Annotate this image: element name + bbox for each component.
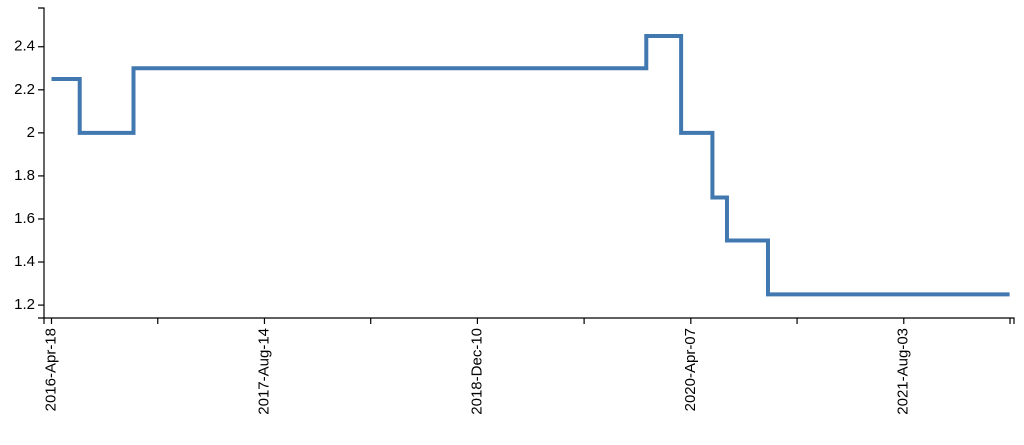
y-axis-line: [38, 7, 45, 319]
y-tick-label: 1.4: [14, 253, 35, 270]
y-tick-label: 2.2: [14, 81, 35, 98]
y-tick-label: 1.8: [14, 167, 35, 184]
x-tick-label: 2017-Aug-14: [255, 328, 272, 415]
y-tick-label: 1.6: [14, 210, 35, 227]
plot-area: [51, 33, 1010, 297]
y-axis: 1.2 1.4 1.6 1.8 2 2.2 2.4: [14, 7, 45, 319]
y-tick-label: 2: [27, 124, 35, 141]
x-tick-label: 2020-Apr-07: [682, 328, 699, 411]
x-tick-label: 2018-Dec-10: [468, 328, 485, 415]
x-axis-line: [43, 317, 1015, 324]
x-tick-label: 2021-Aug-03: [895, 328, 912, 415]
series-line-0: [51, 33, 1010, 297]
y-tick-label: 1.2: [14, 296, 35, 313]
x-tick-label: 2016-Apr-18: [42, 328, 59, 411]
y-tick-label: 2.4: [14, 38, 35, 55]
x-axis: 2016-Apr-18 2017-Aug-14 2018-Dec-10 2020-Ap…: [42, 317, 1015, 415]
